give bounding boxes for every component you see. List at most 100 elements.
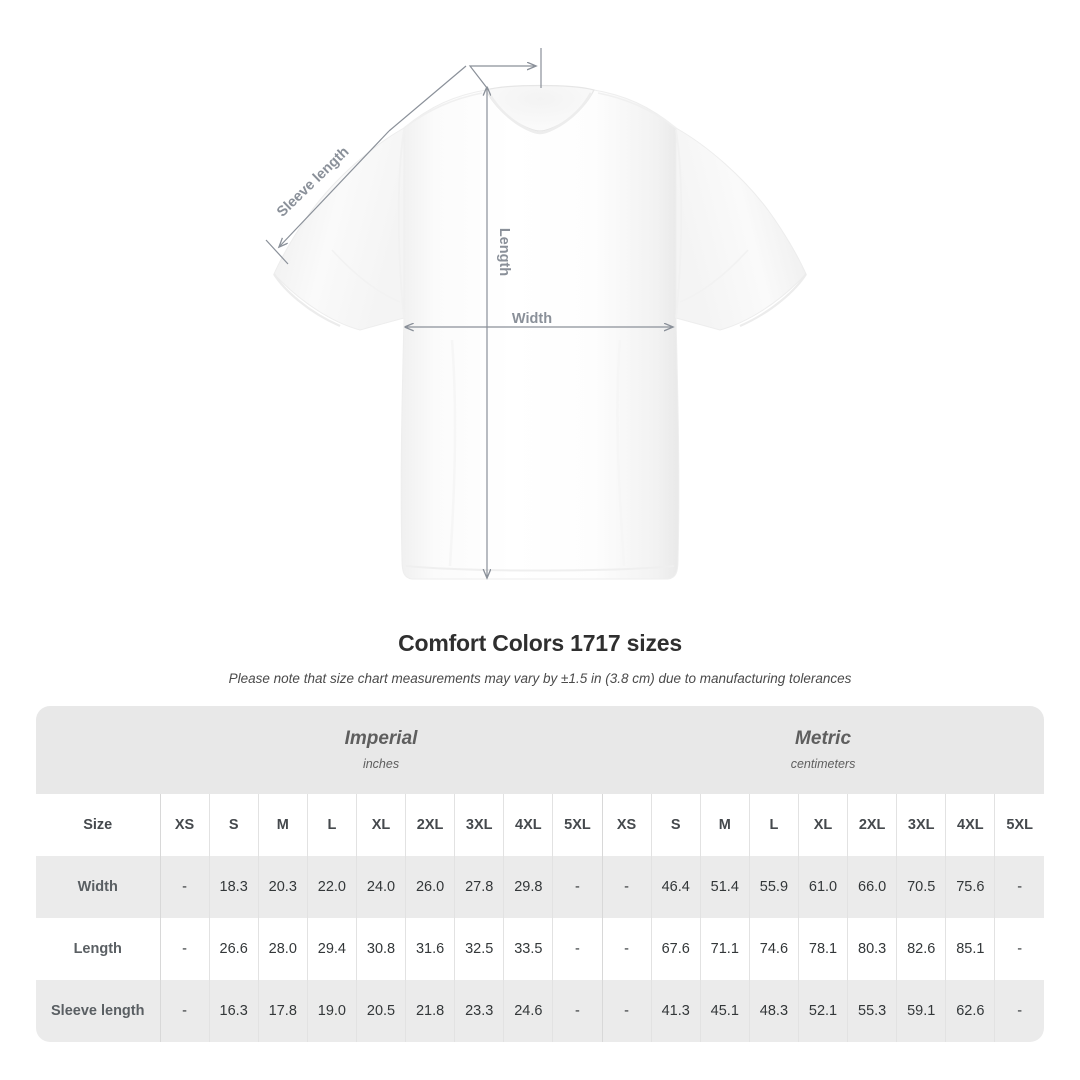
cell-length-imperial-m: 28.0 xyxy=(257,918,308,980)
cell-width-imperial-xl: 24.0 xyxy=(355,856,406,918)
cell-length-metric-l: 74.6 xyxy=(748,918,799,980)
cell-sleeve-length-metric-m: 45.1 xyxy=(699,980,750,1042)
cell-length-metric-m: 71.1 xyxy=(699,918,750,980)
cell-length-metric-2xl: 80.3 xyxy=(847,918,897,980)
unit-group-name: Metric xyxy=(795,727,852,749)
cell-width-imperial-2xl: 26.0 xyxy=(405,856,455,918)
cell-length-imperial-2xl: 31.6 xyxy=(405,918,455,980)
sleeve-length-arrow xyxy=(265,65,467,265)
cell-width-imperial-l: 22.0 xyxy=(306,856,357,918)
unit-group-imperial: Imperial inches xyxy=(160,706,603,794)
unit-group-header-row: Imperial inches Metric centimeters xyxy=(36,706,1045,794)
cell-sleeve-length-metric-2xl: 55.3 xyxy=(847,980,897,1042)
cell-sleeve-length-imperial-s: 16.3 xyxy=(208,980,259,1042)
cell-width-imperial-4xl: 29.8 xyxy=(503,856,553,918)
cell-length-imperial-3xl: 32.5 xyxy=(454,918,504,980)
cell-width-metric-2xl: 66.0 xyxy=(847,856,897,918)
size-header-metric-3xl: 3XL xyxy=(896,794,946,856)
cell-sleeve-length-imperial-2xl: 21.8 xyxy=(405,980,455,1042)
cell-length-metric-5xl: - xyxy=(994,918,1045,980)
size-header-metric-5xl: 5XL xyxy=(994,794,1045,856)
table-row: Width -18.3 20.3 22.0 24.0 26.0 27.8 29.8- -46.4… xyxy=(36,856,1045,918)
tshirt-diagram: Sleeve length Length Width xyxy=(265,48,807,615)
cell-sleeve-length-imperial-4xl: 24.6 xyxy=(503,980,553,1042)
size-header-imperial-xs: XS xyxy=(159,794,210,856)
cell-sleeve-length-metric-s: 41.3 xyxy=(650,980,701,1042)
size-header-imperial-4xl: 4XL xyxy=(503,794,553,856)
unit-group-metric: Metric centimeters xyxy=(602,706,1045,794)
size-header-metric-4xl: 4XL xyxy=(945,794,995,856)
width-label: Width xyxy=(512,311,552,327)
cell-sleeve-length-imperial-xl: 20.5 xyxy=(355,980,406,1042)
tshirt-illustration xyxy=(273,84,807,580)
cell-width-metric-xs: - xyxy=(601,856,652,918)
group-header-spacer xyxy=(36,706,160,794)
size-header-imperial-xl: XL xyxy=(355,794,406,856)
cell-sleeve-length-imperial-xs: - xyxy=(159,980,210,1042)
size-header-imperial-s: S xyxy=(208,794,259,856)
cell-length-metric-3xl: 82.6 xyxy=(896,918,946,980)
unit-group-unit: inches xyxy=(362,757,400,772)
table-row: Sleeve length -16.3 17.8 19.0 20.5 21.8 23.3 24… xyxy=(36,980,1045,1042)
cell-width-metric-m: 51.4 xyxy=(699,856,750,918)
size-header-imperial-3xl: 3XL xyxy=(454,794,504,856)
size-header-imperial-5xl: 5XL xyxy=(552,794,603,856)
unit-group-unit: centimeters xyxy=(790,757,856,772)
size-header-metric-l: L xyxy=(748,794,799,856)
cell-width-imperial-xs: - xyxy=(159,856,210,918)
tolerance-note: Please note that size chart measurements… xyxy=(228,671,852,686)
cell-length-imperial-s: 26.6 xyxy=(208,918,259,980)
cell-width-metric-xl: 61.0 xyxy=(797,856,848,918)
heading-block: Comfort Colors 1717 sizes Please note th… xyxy=(0,630,1080,686)
cell-width-imperial-s: 18.3 xyxy=(208,856,259,918)
cell-length-imperial-xs: - xyxy=(159,918,210,980)
shoulder-reference-line xyxy=(468,48,542,89)
cell-sleeve-length-imperial-l: 19.0 xyxy=(306,980,357,1042)
table-row: Length -26.6 28.0 29.4 30.8 31.6 32.5 33.5- -67.… xyxy=(36,918,1045,980)
cell-length-imperial-5xl: - xyxy=(552,918,603,980)
size-chart-table: Imperial inches Metric centimeters Size XS S M L… xyxy=(36,706,1045,1042)
size-chart-table-wrapper: Imperial inches Metric centimeters Size XS S M L… xyxy=(36,706,1045,1042)
size-header-row: Size XS S M L XL 2XL 3XL 4XL 5XL XS S M L XL 2XL 3XL 4XL 5… xyxy=(36,794,1045,856)
size-header-metric-s: S xyxy=(650,794,701,856)
cell-width-metric-l: 55.9 xyxy=(748,856,799,918)
size-header-metric-xs: XS xyxy=(601,794,652,856)
cell-width-metric-4xl: 75.6 xyxy=(945,856,995,918)
cell-sleeve-length-imperial-m: 17.8 xyxy=(257,980,308,1042)
measurement-label-length: Length xyxy=(36,918,161,980)
cell-length-metric-xl: 78.1 xyxy=(797,918,848,980)
size-header-metric-m: M xyxy=(699,794,750,856)
size-header-imperial-l: L xyxy=(306,794,357,856)
cell-sleeve-length-metric-xs: - xyxy=(601,980,652,1042)
size-header-imperial-m: M xyxy=(257,794,308,856)
cell-length-imperial-4xl: 33.5 xyxy=(503,918,553,980)
measurement-label-sleeve-length: Sleeve length xyxy=(36,980,161,1042)
cell-length-metric-4xl: 85.1 xyxy=(945,918,995,980)
size-header-imperial-2xl: 2XL xyxy=(405,794,455,856)
page-title: Comfort Colors 1717 sizes xyxy=(398,630,682,656)
cell-sleeve-length-metric-3xl: 59.1 xyxy=(896,980,946,1042)
size-header-metric-xl: XL xyxy=(797,794,848,856)
cell-width-imperial-5xl: - xyxy=(552,856,603,918)
cell-width-metric-3xl: 70.5 xyxy=(896,856,946,918)
cell-length-metric-xs: - xyxy=(601,918,652,980)
cell-length-metric-s: 67.6 xyxy=(650,918,701,980)
cell-sleeve-length-metric-5xl: - xyxy=(994,980,1045,1042)
length-label: Length xyxy=(496,228,512,276)
cell-sleeve-length-imperial-3xl: 23.3 xyxy=(454,980,504,1042)
cell-sleeve-length-metric-l: 48.3 xyxy=(748,980,799,1042)
cell-width-metric-s: 46.4 xyxy=(650,856,701,918)
cell-width-imperial-m: 20.3 xyxy=(257,856,308,918)
cell-length-imperial-xl: 30.8 xyxy=(355,918,406,980)
size-header-metric-2xl: 2XL xyxy=(847,794,897,856)
unit-group-name: Imperial xyxy=(344,727,418,749)
size-row-label: Size xyxy=(36,794,161,856)
cell-width-imperial-3xl: 27.8 xyxy=(454,856,504,918)
cell-length-imperial-l: 29.4 xyxy=(306,918,357,980)
measurement-label-width: Width xyxy=(36,856,161,918)
cell-width-metric-5xl: - xyxy=(994,856,1045,918)
measurement-annotations xyxy=(265,48,673,578)
cell-sleeve-length-metric-xl: 52.1 xyxy=(797,980,848,1042)
cell-sleeve-length-imperial-5xl: - xyxy=(552,980,603,1042)
cell-sleeve-length-metric-4xl: 62.6 xyxy=(945,980,995,1042)
